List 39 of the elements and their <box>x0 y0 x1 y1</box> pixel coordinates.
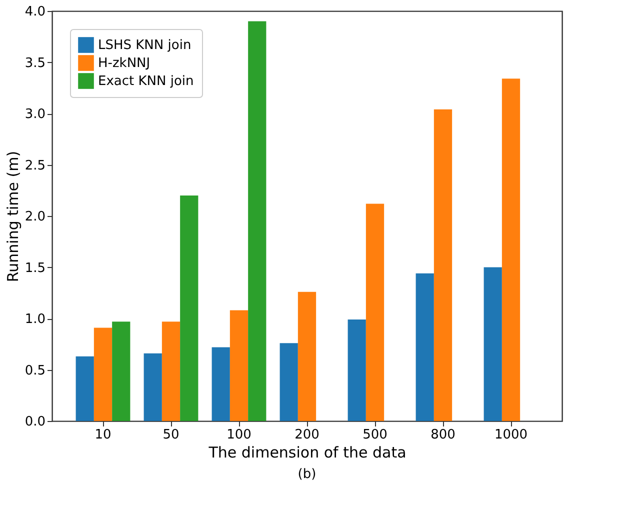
bar <box>212 347 230 421</box>
x-tick-label: 10 <box>94 428 112 442</box>
y-tick-label: 2.0 <box>24 210 46 224</box>
bar <box>366 204 384 421</box>
bar <box>94 328 112 421</box>
bar <box>502 78 520 421</box>
y-tick-label: 3.0 <box>24 107 46 122</box>
bar <box>416 273 434 421</box>
bar <box>76 356 94 421</box>
x-tick-label: 800 <box>430 428 456 442</box>
x-tick-label: 500 <box>362 428 388 442</box>
y-tick-label: 1.5 <box>24 260 46 276</box>
bar <box>298 292 316 421</box>
x-tick-label: 1000 <box>494 428 528 442</box>
bar <box>248 21 266 421</box>
y-tick-label: 1.0 <box>24 312 46 327</box>
x-tick-label: 200 <box>294 428 320 442</box>
legend-label: Exact KNN join <box>98 74 194 89</box>
bar <box>230 310 248 421</box>
y-tick-label: 3.5 <box>24 56 46 71</box>
y-tick-label: 0.5 <box>24 363 46 378</box>
legend-label: LSHS KNN join <box>98 38 192 53</box>
bar <box>112 322 130 421</box>
text: (b) <box>298 467 316 482</box>
bar <box>144 353 162 421</box>
y-tick-label: 0.0 <box>24 414 46 430</box>
x-tick-label: 50 <box>162 428 180 442</box>
bar <box>280 343 298 421</box>
y-axis-title: Running time (m) <box>4 150 22 282</box>
bar <box>180 196 198 421</box>
bar <box>484 267 502 421</box>
x-axis-title: The dimension of the data <box>208 444 406 462</box>
bar <box>162 322 180 421</box>
bar <box>434 109 452 421</box>
bar <box>348 320 366 421</box>
y-tick-label: 4.0 <box>24 4 46 20</box>
x-tick-label: 100 <box>226 428 252 442</box>
legend-label: H-zkNNJ <box>98 56 150 71</box>
y-tick-label: 2.5 <box>24 158 46 174</box>
